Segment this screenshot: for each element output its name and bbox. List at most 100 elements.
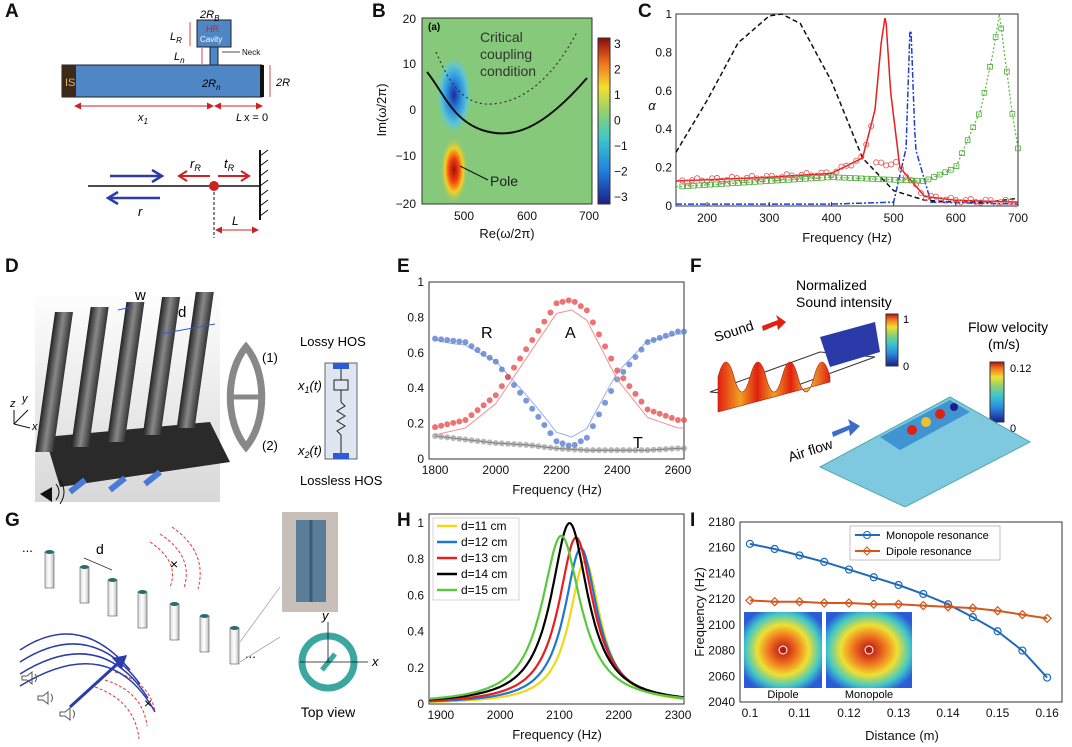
panel-label-d: D	[5, 256, 19, 277]
e-point-R	[674, 328, 681, 335]
e-point-R	[596, 411, 602, 418]
c-marker-green	[718, 181, 725, 187]
cbar-b-tick-4: −1	[614, 139, 628, 153]
panel-label-b: B	[372, 1, 386, 22]
e-point-A	[432, 424, 439, 431]
e-point-T	[596, 447, 602, 454]
i-xtick-6: 0.16	[1035, 706, 1059, 720]
c-marker-green	[908, 177, 915, 184]
speaker-icons	[21, 670, 75, 722]
pole-pointer	[459, 165, 489, 181]
e-point-A	[608, 355, 615, 362]
c-marker-red	[1002, 196, 1009, 203]
cb1-min: 0	[903, 361, 909, 373]
c-marker-red	[694, 175, 701, 182]
e-point-R	[638, 346, 645, 353]
c-marker-green	[696, 182, 702, 189]
i-point-dipole	[794, 596, 805, 607]
e-point-T	[498, 440, 505, 447]
panel-a-schematic: IS HR Cavity Neck LR Ln 2RB 2Rn 2R x1 L …	[30, 10, 360, 255]
c-series	[675, 13, 1021, 207]
i-point-monopole	[844, 565, 854, 574]
e-point-T	[638, 447, 645, 454]
c-marker-green	[847, 175, 853, 181]
c-marker-green	[858, 175, 865, 182]
b-ytick-4: −20	[396, 197, 417, 211]
e-point-A	[492, 392, 499, 399]
c-marker-green	[690, 182, 697, 189]
c-marker-green	[729, 180, 736, 187]
e-point-T	[547, 444, 554, 451]
h-xtick-3: 2200	[605, 708, 632, 722]
i-xtick-1: 0.11	[788, 706, 811, 720]
rb-label: 2RB	[199, 10, 220, 23]
e-point-A	[529, 337, 536, 344]
main-duct	[61, 64, 263, 98]
top-view-label: Top view	[301, 704, 356, 720]
e-point-A	[589, 319, 596, 326]
c-marker-red	[967, 195, 974, 202]
e-point-R	[650, 337, 657, 344]
airflow-label: Air flow	[786, 435, 835, 465]
e-point-A	[480, 402, 487, 409]
axis-y: y	[21, 393, 29, 405]
b-xtick-2: 700	[579, 209, 599, 223]
e-point-T	[614, 447, 621, 454]
e-xtick-0: 1800	[422, 463, 449, 477]
panel-b-heatmap: (a) Critical coupling condition Pole 20 …	[372, 10, 640, 252]
e-point-T	[450, 435, 457, 442]
i-point-monopole	[770, 544, 779, 554]
axis-triad	[13, 409, 31, 429]
e-point-A	[668, 414, 675, 421]
c-marker-red	[942, 196, 949, 203]
c-marker-green	[712, 181, 719, 188]
c-marker-green	[796, 176, 803, 182]
c-xtick-5: 700	[1008, 211, 1028, 225]
e-point-R	[432, 335, 439, 342]
neck-label: Neck	[242, 48, 261, 57]
e-point-T	[511, 441, 517, 448]
critical-line2: coupling	[480, 46, 532, 62]
panel-f-svg: Normalized Sound intensity 1 0 Sound Flo…	[709, 277, 1048, 507]
panel-label-e: E	[397, 256, 410, 277]
w-label: w	[134, 287, 146, 304]
c-marker-green	[808, 175, 814, 182]
scatterer-point	[209, 181, 219, 191]
i-point-monopole	[820, 557, 829, 566]
e-point-R	[492, 358, 499, 365]
i-point-monopole	[1018, 646, 1027, 655]
ln-label: Ln	[174, 51, 185, 65]
c-marker-green	[836, 174, 842, 181]
b-ytick-1: 10	[403, 57, 417, 71]
i-legend-marker-mono	[863, 531, 871, 539]
flow-domain	[818, 396, 1032, 507]
zero-region	[436, 55, 472, 135]
panel-a-svg: IS HR Cavity Neck LR Ln 2RB 2Rn 2R x1 L …	[61, 10, 290, 238]
e-point-R	[462, 339, 469, 346]
h-ytick-0: 0	[417, 697, 424, 711]
scattered-waves-top	[149, 526, 201, 590]
x1t-label: x1(t)	[297, 378, 322, 395]
c-marker-green	[752, 179, 758, 185]
c-marker-red	[833, 168, 840, 175]
e-point-R	[498, 366, 505, 373]
e-point-T	[541, 443, 548, 450]
i-xtick-2: 0.12	[837, 706, 861, 720]
c-marker-red	[853, 157, 860, 164]
i-point-monopole	[919, 589, 928, 599]
l-label: L	[236, 112, 242, 124]
h-ytick-3: 0.6	[407, 588, 424, 602]
e-point-T	[486, 439, 493, 446]
h-xlabel: Frequency (Hz)	[512, 727, 602, 742]
e-point-T	[456, 435, 463, 442]
panel-f-simulation: Normalized Sound intensity 1 0 Sound Flo…	[690, 262, 1072, 507]
c-line-1	[676, 17, 1019, 203]
incident-direction	[68, 655, 127, 709]
e-point-T	[589, 447, 596, 454]
e-point-R	[553, 438, 560, 445]
spring	[336, 401, 346, 453]
c-marker-green	[869, 176, 876, 182]
c-marker-green	[903, 177, 909, 184]
i-point-monopole	[993, 627, 1002, 636]
sound-arrow	[762, 315, 786, 331]
